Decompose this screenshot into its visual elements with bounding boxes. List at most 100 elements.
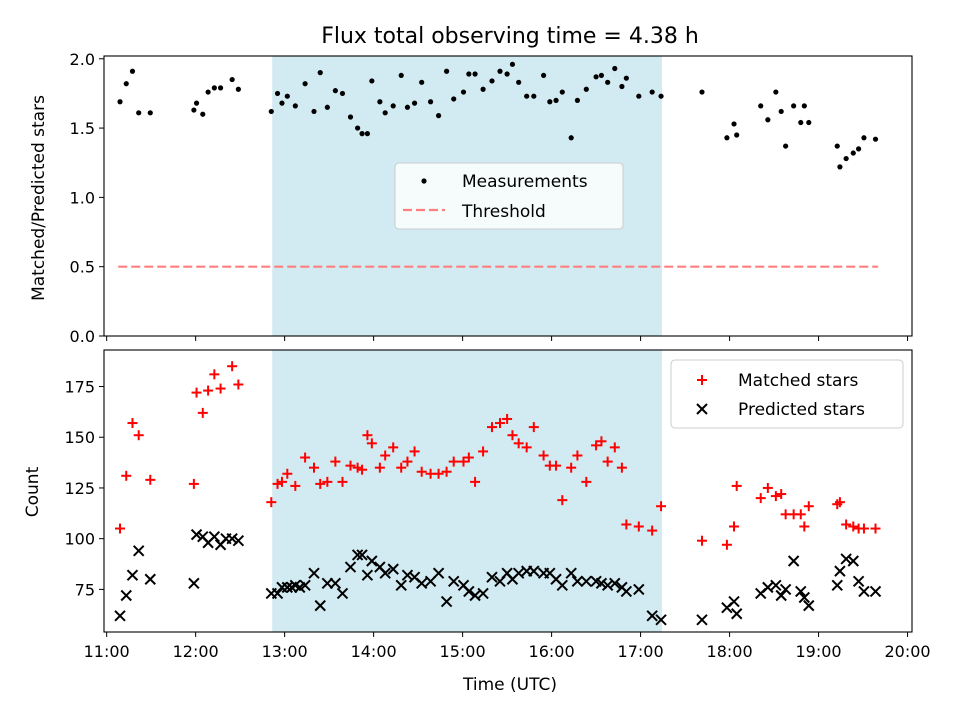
data-point [435, 113, 442, 119]
data-point [419, 79, 425, 85]
data-point [619, 83, 625, 90]
data-point-b [387, 563, 399, 575]
data-point [656, 501, 667, 512]
data-point-b [556, 579, 568, 592]
data-point-b [132, 545, 145, 557]
data-point [409, 446, 420, 457]
data-point [696, 614, 708, 626]
data-point [834, 497, 845, 508]
data-point-b [432, 567, 445, 579]
data-point-b [289, 579, 302, 592]
data-point [366, 438, 377, 449]
data-point [215, 383, 226, 394]
data-point [504, 71, 510, 77]
bottom-panel: 75 100 125 150 175 11:00 12:00 13:00 14:00 15:00 1… [64, 349, 931, 661]
data-point [120, 589, 132, 602]
data-point [502, 413, 513, 424]
data-point [387, 563, 399, 575]
y-tick-label: 0.5 [70, 258, 95, 277]
data-point-b [226, 532, 238, 545]
data-point-b [834, 565, 846, 577]
data-point [850, 150, 856, 156]
data-point [432, 567, 445, 579]
data-point [765, 117, 771, 123]
data-point [858, 585, 870, 598]
data-point [347, 114, 354, 120]
data-point [636, 93, 642, 99]
data-point-b [477, 587, 489, 600]
data-point [729, 521, 740, 532]
data-point [440, 595, 453, 608]
data-point [208, 530, 221, 543]
data-point [404, 104, 411, 110]
data-point [282, 468, 293, 479]
data-point [571, 575, 584, 587]
data-point [144, 573, 156, 585]
data-point [721, 539, 732, 550]
data-point [847, 555, 859, 567]
data-point [203, 385, 214, 396]
data-point [728, 595, 740, 608]
data-point [290, 480, 301, 491]
data-point [276, 476, 287, 487]
data-point [352, 462, 363, 473]
data-point-b [779, 583, 792, 596]
legend-marker-matched [697, 375, 707, 385]
data-point [791, 103, 797, 109]
data-point [798, 119, 804, 126]
data-point [798, 591, 811, 604]
data-point [524, 93, 530, 99]
data-point-b [580, 575, 593, 587]
y-tick-label: 0.0 [70, 327, 95, 346]
data-point-b [351, 549, 364, 561]
series-matched-stars [115, 361, 881, 550]
x-tick-label: 19:00 [796, 642, 842, 661]
data-point-b [795, 585, 807, 598]
x-tick-label: 20:00 [884, 642, 930, 661]
data-point-b [601, 579, 614, 592]
data-point [123, 81, 129, 87]
data-point-b [144, 573, 156, 585]
data-point [345, 460, 356, 471]
data-point [329, 577, 342, 590]
data-point [489, 78, 495, 84]
data-point [633, 583, 645, 596]
data-point [470, 476, 481, 487]
data-point [117, 99, 123, 105]
data-point [443, 68, 450, 74]
data-point-b [190, 528, 203, 541]
data-point [486, 571, 498, 583]
data-point [696, 535, 707, 546]
data-point-b [787, 555, 800, 567]
data-point [361, 569, 374, 581]
data-point [795, 585, 807, 598]
legend-marker-predicted [696, 403, 708, 415]
data-point-b [126, 569, 139, 581]
data-point [271, 587, 284, 600]
data-point [553, 97, 559, 103]
data-point [279, 100, 285, 106]
data-point [451, 96, 457, 102]
data-point [609, 442, 620, 453]
data-point [477, 587, 489, 600]
data-point [601, 579, 614, 592]
top-ylabel: Matched/Predicted stars [29, 95, 49, 301]
data-point-b [655, 614, 667, 626]
data-point [775, 589, 787, 602]
data-point [388, 442, 399, 453]
data-point [379, 567, 391, 579]
data-point [581, 476, 592, 487]
data-point [509, 61, 516, 67]
data-point [762, 482, 773, 493]
data-point [783, 143, 789, 149]
data-point-b [314, 599, 326, 612]
data-point [731, 480, 742, 491]
data-point [486, 422, 497, 433]
data-point [268, 108, 274, 115]
data-point [633, 521, 644, 532]
data-point-b [361, 569, 374, 581]
data-point [872, 136, 879, 142]
data-point-b [696, 614, 708, 626]
data-point [284, 93, 290, 99]
data-point [758, 103, 764, 109]
